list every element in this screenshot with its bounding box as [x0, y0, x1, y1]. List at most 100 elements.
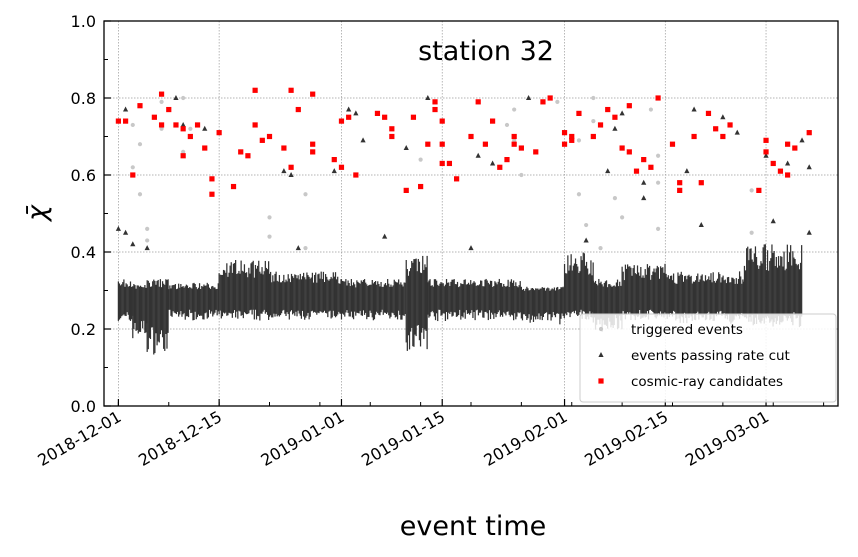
y-tick-label: 0.0 [71, 397, 96, 416]
triggered-event-point [620, 215, 625, 220]
cosmic-ray-candidate-point [511, 141, 517, 147]
triggered-event-point [519, 172, 524, 178]
cosmic-ray-candidate-point [619, 145, 625, 151]
cosmic-ray-candidate-point [252, 87, 258, 93]
cosmic-ray-candidate-point [597, 122, 604, 128]
cosmic-ray-candidate-point [281, 145, 287, 151]
cosmic-ray-candidate-point [547, 95, 553, 101]
cosmic-ray-candidate-point [266, 133, 273, 140]
cosmic-ray-candidate-point [691, 133, 697, 140]
cosmic-ray-candidate-point [677, 180, 683, 186]
triggered-event-point [655, 180, 661, 185]
triggered-event-point [655, 226, 661, 231]
cosmic-ray-candidate-point [202, 145, 208, 151]
cosmic-ray-candidate-point [633, 168, 640, 174]
cosmic-ray-candidate-point [698, 180, 704, 186]
triggered-event-point [749, 188, 754, 193]
cosmic-ray-candidate-point [785, 172, 791, 178]
cosmic-ray-candidate-point [475, 99, 481, 105]
cosmic-ray-candidate-point [655, 95, 661, 101]
cosmic-ray-candidate-point [777, 168, 784, 174]
y-axis-title: χ̄ [22, 204, 53, 223]
rate-cut-event-point [360, 137, 366, 143]
triggered-event-point [612, 196, 618, 201]
cosmic-ray-candidate-point [259, 137, 265, 143]
rate-cut-event-point [806, 164, 812, 170]
legend: triggered events events passing rate cut c… [579, 313, 837, 403]
rate-cut-event-point [180, 121, 186, 127]
cosmic-ray-candidate-point [295, 106, 301, 113]
cosmic-ray-candidate-point [669, 141, 676, 147]
triggered-event-point [418, 157, 423, 162]
triggered-event-point [130, 122, 135, 128]
cosmic-ray-candidate-point [482, 141, 488, 147]
triggered-event-point [749, 230, 754, 235]
legend-entry-label: cosmic-ray candidates [631, 374, 783, 390]
y-tick-label: 0.4 [71, 243, 96, 262]
cosmic-ray-candidate-point [382, 114, 388, 120]
rate-cut-event-point [619, 110, 625, 116]
cosmic-ray-candidate-point [389, 126, 395, 132]
cosmic-ray-candidate-point [439, 141, 445, 147]
cosmic-ray-candidate-point [468, 133, 474, 140]
cosmic-ray-candidate-point [641, 157, 647, 163]
cosmic-ray-candidate-point [576, 110, 582, 116]
rate-cut-event-point [115, 225, 121, 231]
cosmic-ray-candidate-point [245, 153, 251, 159]
rate-cut-event-point [799, 137, 805, 143]
cosmic-ray-candidate-point [504, 157, 510, 163]
cosmic-ray-candidate-point [166, 106, 172, 113]
triggered-event-point [145, 226, 150, 231]
cosmic-ray-candidate-point [518, 145, 524, 151]
cosmic-ray-candidate-point [533, 149, 539, 155]
cosmic-ray-candidate-point [770, 160, 776, 167]
rate-cut-event-point [475, 152, 481, 158]
cosmic-ray-candidate-point [705, 110, 712, 116]
cosmic-ray-candidate-point [122, 118, 129, 124]
chart-title: station 32 [418, 36, 554, 67]
cosmic-ray-candidate-point [425, 141, 431, 147]
marks-layer [115, 87, 812, 251]
y-tick-label: 0.2 [71, 320, 96, 339]
legend-marker [598, 352, 604, 357]
rate-cut-event-point [122, 106, 129, 112]
rate-cut-event-point [346, 106, 352, 112]
cosmic-ray-candidate-point [288, 164, 294, 170]
cosmic-ray-candidate-point [288, 87, 294, 93]
triggered-event-point [576, 192, 582, 197]
dense-band-layer [117, 244, 803, 355]
rate-cut-event-point [691, 106, 697, 112]
cosmic-ray-candidate-point [158, 91, 165, 97]
triggered-event-point [137, 142, 143, 147]
x-axis-title: event time [400, 511, 546, 542]
cosmic-ray-candidate-point [173, 122, 179, 128]
cosmic-ray-candidate-point [115, 118, 121, 124]
triggered-event-point [130, 165, 135, 170]
cosmic-ray-candidate-point [763, 149, 769, 155]
rate-cut-event-point [281, 168, 287, 174]
legend-entry-label: triggered events [631, 322, 743, 338]
cosmic-ray-candidate-point [540, 99, 546, 105]
triggered-event-point [181, 149, 186, 154]
cosmic-ray-candidate-point [346, 114, 352, 120]
rate-cut-event-point [489, 160, 496, 166]
triggered-event-point [188, 126, 193, 131]
triggered-event-point [267, 215, 272, 220]
cosmic-ray-candidate-point [158, 122, 165, 128]
cosmic-ray-candidate-point [497, 164, 503, 170]
rate-cut-event-point [720, 114, 726, 120]
cosmic-ray-candidate-point [569, 133, 575, 140]
rate-cut-event-point [202, 125, 208, 131]
triggered-event-point [584, 222, 589, 228]
cosmic-ray-candidate-point [418, 183, 424, 190]
triggered-event-point [555, 99, 560, 104]
cosmic-ray-candidate-point [720, 133, 726, 140]
rate-cut-event-point [403, 145, 409, 151]
rate-cut-event-point [468, 245, 474, 251]
rate-cut-event-point [785, 160, 791, 166]
rate-cut-event-point [353, 110, 359, 116]
rate-cut-event-point [641, 195, 647, 201]
rate-cut-event-point [684, 168, 690, 174]
y-tick-label: 0.6 [71, 166, 96, 185]
cosmic-ray-candidate-point [310, 141, 316, 147]
